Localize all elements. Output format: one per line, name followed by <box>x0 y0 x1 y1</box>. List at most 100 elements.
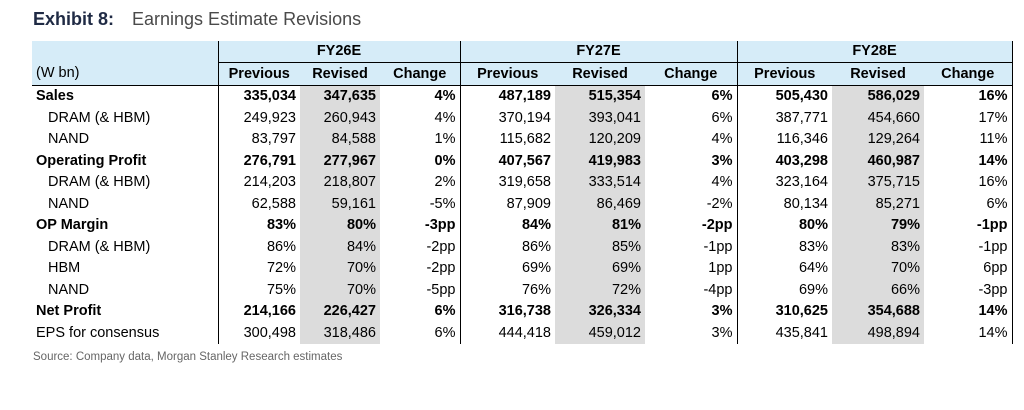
cell-revised: 66% <box>832 279 924 301</box>
cell-revised: 80% <box>300 215 380 237</box>
column-header-previous: Previous <box>459 62 555 86</box>
cell-change: -2pp <box>701 217 733 234</box>
cell-previous: 115,682 <box>459 129 555 151</box>
cell-previous: 249,923 <box>217 107 300 129</box>
cell-revised: 70% <box>300 258 380 280</box>
exhibit-title: Exhibit 8: Earnings Estimate Revisions <box>33 9 361 30</box>
cell-revised: 260,943 <box>300 107 380 129</box>
cell-change: 0% <box>434 152 456 169</box>
cell-revised: 83% <box>832 236 924 258</box>
cell-change: 6% <box>434 303 456 320</box>
cell-previous: 319,658 <box>459 172 555 194</box>
cell-change: 6pp <box>924 258 1013 280</box>
header-blank-cell <box>32 41 218 63</box>
table-row: Operating Profit 276,791 277,967 0% 407,567 4… <box>32 150 1013 172</box>
column-header-change: Change <box>380 62 460 86</box>
cell-previous: 214,166 <box>217 301 300 323</box>
cell-revised: 129,264 <box>832 129 924 151</box>
cell-change: 14% <box>924 150 1013 172</box>
row-label: DRAM (& HBM) <box>48 238 151 255</box>
row-label: HBM <box>48 260 81 277</box>
cell-revised: 218,807 <box>300 172 380 194</box>
cell-previous: 276,791 <box>217 150 300 172</box>
cell-change: 16% <box>924 172 1013 194</box>
cell-previous: 86% <box>217 236 300 258</box>
cell-previous: 116,346 <box>736 129 832 151</box>
cell-previous: 69% <box>459 258 555 280</box>
cell-change: 1% <box>434 131 456 148</box>
cell-revised: 375,715 <box>832 172 924 194</box>
cell-revised: 333,514 <box>555 172 645 194</box>
cell-previous: 75% <box>217 279 300 301</box>
cell-previous: 316,738 <box>459 301 555 323</box>
cell-revised: 84,588 <box>300 129 380 151</box>
table-row: DRAM (& HBM) 249,923 260,943 4% 370,194 393,0… <box>32 107 1013 129</box>
cell-previous: 80% <box>736 215 832 237</box>
group-header-fy28: FY28E <box>736 41 1013 63</box>
column-header-revised: Revised <box>832 62 924 86</box>
row-label: EPS for consensus <box>36 324 160 341</box>
cell-revised: 277,967 <box>300 150 380 172</box>
cell-change: 6% <box>434 324 456 341</box>
cell-change: 4% <box>711 131 733 148</box>
cell-revised: 354,688 <box>832 301 924 323</box>
cell-previous: 80,134 <box>736 193 832 215</box>
cell-previous: 387,771 <box>736 107 832 129</box>
cell-change: -5% <box>429 195 456 212</box>
row-label: Operating Profit <box>36 152 147 169</box>
table-row: OP Margin 83% 80% -3pp 84% 81% -2pp 80% 79% -1pp <box>32 215 1013 237</box>
cell-change: 17% <box>924 107 1013 129</box>
column-header-revised: Revised <box>555 62 645 86</box>
cell-previous: 72% <box>217 258 300 280</box>
cell-previous: 84% <box>459 215 555 237</box>
cell-revised: 459,012 <box>555 322 645 344</box>
cell-change: 6% <box>924 193 1013 215</box>
cell-revised: 72% <box>555 279 645 301</box>
cell-previous: 310,625 <box>736 301 832 323</box>
row-label: Net Profit <box>36 303 102 320</box>
cell-previous: 444,418 <box>459 322 555 344</box>
cell-change: 4% <box>711 174 733 191</box>
cell-previous: 64% <box>736 258 832 280</box>
cell-revised: 419,983 <box>555 150 645 172</box>
cell-change: 16% <box>924 85 1013 108</box>
row-label: DRAM (& HBM) <box>48 109 151 126</box>
cell-previous: 86% <box>459 236 555 258</box>
table-body: FY26E FY27E FY28E (W bn) Previous Revised… <box>32 41 1013 344</box>
cell-previous: 87,909 <box>459 193 555 215</box>
column-header-change: Change <box>924 62 1013 86</box>
exhibit-label: Exhibit 8: <box>33 9 115 29</box>
group-header-fy26: FY26E <box>217 41 460 63</box>
cell-change: 3% <box>711 324 733 341</box>
cell-previous: 403,298 <box>736 150 832 172</box>
cell-revised: 70% <box>832 258 924 280</box>
cell-change: 6% <box>711 109 733 126</box>
cell-previous: 407,567 <box>459 150 555 172</box>
cell-previous: 214,203 <box>217 172 300 194</box>
table-row: NAND 75% 70% -5pp 76% 72% -4pp 69% 66% -3pp <box>32 279 1013 301</box>
cell-previous: 83,797 <box>217 129 300 151</box>
cell-previous: 83% <box>217 215 300 237</box>
cell-revised: 59,161 <box>300 193 380 215</box>
cell-revised: 586,029 <box>832 85 924 108</box>
cell-change: -4pp <box>703 281 733 298</box>
cell-revised: 69% <box>555 258 645 280</box>
row-label: OP Margin <box>36 217 109 234</box>
cell-revised: 226,427 <box>300 301 380 323</box>
column-header-row: (W bn) Previous Revised Change Previous Revi… <box>32 62 1013 86</box>
cell-change: 14% <box>924 301 1013 323</box>
column-header-change: Change <box>645 62 737 86</box>
cell-previous: 323,164 <box>736 172 832 194</box>
cell-previous: 487,189 <box>459 85 555 108</box>
cell-revised: 81% <box>555 215 645 237</box>
cell-revised: 86,469 <box>555 193 645 215</box>
cell-change: 14% <box>924 322 1013 344</box>
table-row: NAND 62,588 59,161 -5% 87,909 86,469 -2% 80,134… <box>32 193 1013 215</box>
table-row: EPS for consensus 300,498 318,486 6% 444,418… <box>32 322 1013 344</box>
cell-previous: 76% <box>459 279 555 301</box>
cell-change: -1pp <box>924 236 1013 258</box>
cell-change: -5pp <box>426 281 456 298</box>
exhibit-title-text: Earnings Estimate Revisions <box>132 9 362 29</box>
cell-revised: 347,635 <box>300 85 380 108</box>
cell-revised: 498,894 <box>832 322 924 344</box>
